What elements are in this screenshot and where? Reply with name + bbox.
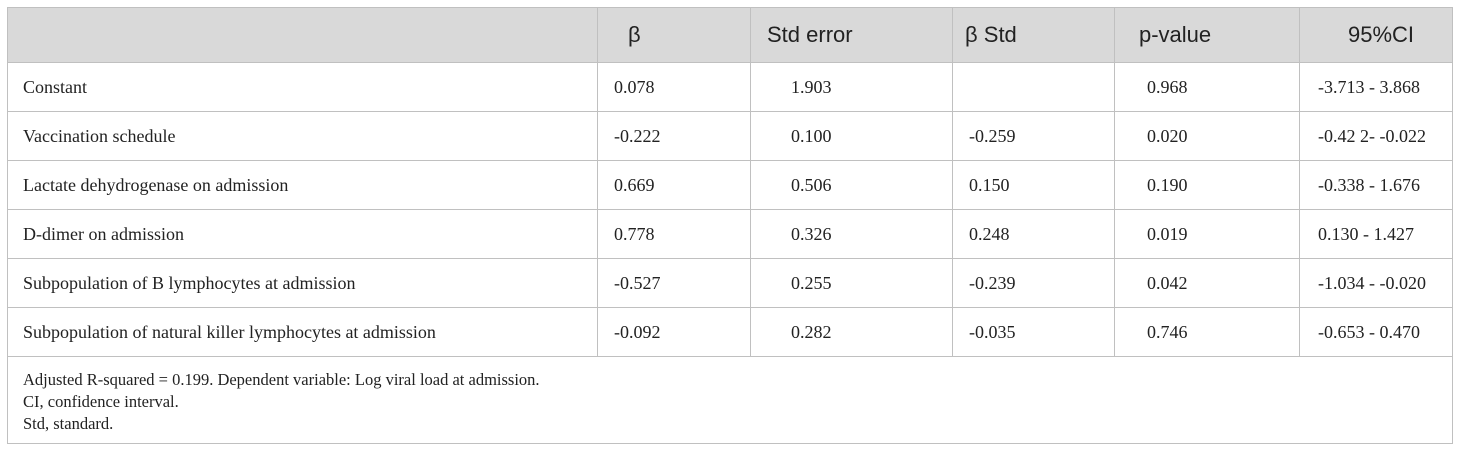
cell-95-ci: -3.713 - 3.868: [1299, 62, 1453, 112]
cell-beta: -0.092: [597, 307, 751, 357]
row-label: Vaccination schedule: [7, 111, 598, 161]
row-label: Subpopulation of B lymphocytes at admiss…: [7, 258, 598, 308]
footnote-model: Adjusted R-squared = 0.199. Dependent va…: [23, 370, 540, 389]
cell-beta-std: 0.248: [952, 209, 1115, 259]
cell-beta-std: -0.035: [952, 307, 1115, 357]
header-beta-std: β Std: [952, 7, 1115, 63]
header-95-ci: 95%CI: [1299, 7, 1453, 63]
cell-p-value: 0.968: [1114, 62, 1300, 112]
row-label: D-dimer on admission: [7, 209, 598, 259]
header-variable: [7, 7, 598, 63]
cell-p-value: 0.746: [1114, 307, 1300, 357]
cell-beta-std: 0.150: [952, 160, 1115, 210]
cell-beta: 0.669: [597, 160, 751, 210]
cell-95-ci: -1.034 - -0.020: [1299, 258, 1453, 308]
table-row: Lactate dehydrogenase on admission 0.669…: [7, 160, 1453, 210]
footnote-ci: CI, confidence interval.: [23, 392, 179, 411]
header-p-value: p-value: [1114, 7, 1300, 63]
cell-std-error: 0.326: [750, 209, 953, 259]
table-row: Vaccination schedule -0.222 0.100 -0.259…: [7, 111, 1453, 161]
row-label: Constant: [7, 62, 598, 112]
cell-p-value: 0.042: [1114, 258, 1300, 308]
cell-beta-std: -0.239: [952, 258, 1115, 308]
cell-p-value: 0.019: [1114, 209, 1300, 259]
cell-beta: -0.222: [597, 111, 751, 161]
table-row: Subpopulation of B lymphocytes at admiss…: [7, 258, 1453, 308]
cell-p-value: 0.190: [1114, 160, 1300, 210]
row-label: Subpopulation of natural killer lymphocy…: [7, 307, 598, 357]
cell-std-error: 0.100: [750, 111, 953, 161]
table-row: Subpopulation of natural killer lymphocy…: [7, 307, 1453, 357]
cell-95-ci: -0.338 - 1.676: [1299, 160, 1453, 210]
cell-std-error: 0.255: [750, 258, 953, 308]
footnote-std: Std, standard.: [23, 414, 114, 433]
cell-std-error: 0.506: [750, 160, 953, 210]
header-row: β Std error β Std p-value 95%CI: [7, 7, 1453, 63]
cell-beta: 0.778: [597, 209, 751, 259]
footnote-row: Adjusted R-squared = 0.199. Dependent va…: [7, 356, 1453, 444]
table-footer: Adjusted R-squared = 0.199. Dependent va…: [7, 356, 1453, 444]
regression-table: β Std error β Std p-value 95%CI Constant…: [7, 7, 1453, 444]
row-label: Lactate dehydrogenase on admission: [7, 160, 598, 210]
header-beta: β: [597, 7, 751, 63]
header-std-error: Std error: [750, 7, 953, 63]
table-body: Constant 0.078 1.903 0.968 -3.713 - 3.86…: [7, 62, 1453, 357]
cell-95-ci: -0.42 2- -0.022: [1299, 111, 1453, 161]
cell-beta-std: [952, 62, 1115, 112]
footnotes: Adjusted R-squared = 0.199. Dependent va…: [7, 356, 1453, 444]
cell-std-error: 0.282: [750, 307, 953, 357]
table-row: D-dimer on admission 0.778 0.326 0.248 0…: [7, 209, 1453, 259]
table-row: Constant 0.078 1.903 0.968 -3.713 - 3.86…: [7, 62, 1453, 112]
cell-beta: -0.527: [597, 258, 751, 308]
cell-p-value: 0.020: [1114, 111, 1300, 161]
regression-table-container: β Std error β Std p-value 95%CI Constant…: [7, 7, 1453, 444]
cell-beta: 0.078: [597, 62, 751, 112]
table-header: β Std error β Std p-value 95%CI: [7, 7, 1453, 63]
cell-95-ci: -0.653 - 0.470: [1299, 307, 1453, 357]
cell-95-ci: 0.130 - 1.427: [1299, 209, 1453, 259]
cell-std-error: 1.903: [750, 62, 953, 112]
cell-beta-std: -0.259: [952, 111, 1115, 161]
